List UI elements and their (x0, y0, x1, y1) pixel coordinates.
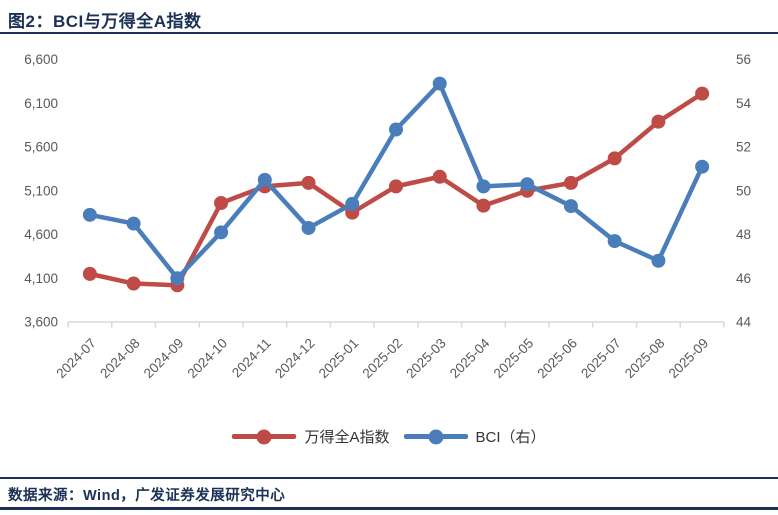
series-point (214, 225, 229, 240)
x-tick-label: 2025-02 (359, 336, 405, 382)
series-point (82, 207, 97, 222)
x-tick-label: 2024-11 (229, 336, 274, 381)
x-tick-label: 2024-08 (97, 336, 143, 382)
x-tick-label: 2025-01 (316, 336, 362, 382)
y-right-tick-label: 46 (736, 271, 751, 286)
x-tick-label: 2025-08 (622, 336, 668, 382)
x-tick-label: 2024-07 (53, 336, 99, 382)
y-left-tick-label: 3,600 (24, 315, 58, 330)
x-tick-label: 2025-03 (403, 336, 449, 382)
line-chart: 3,600 4,100 4,600 5,100 5,600 6,100 6,600 44 46 4… (24, 52, 752, 382)
legend-red-line-swatch (232, 429, 297, 444)
series-point (126, 276, 141, 291)
y-right-tick-label: 54 (736, 96, 752, 111)
series-point (651, 114, 666, 129)
series-point (651, 253, 666, 268)
chart-legend: 万得全A指数 BCI（右） (0, 426, 778, 447)
series-point (389, 122, 403, 137)
series-point (345, 196, 360, 211)
series-point (563, 175, 578, 190)
data-source-note: 数据来源：Wind，广发证券发展研究中心 (8, 488, 286, 504)
y-left-tick-label: 4,600 (24, 227, 58, 242)
series-point (432, 76, 447, 91)
y-right-tick-label: 52 (736, 140, 751, 155)
x-tick-label: 2025-05 (491, 336, 537, 382)
y-right-tick-label: 48 (736, 227, 751, 242)
series-point (476, 179, 491, 194)
x-tick-label: 2024-12 (272, 336, 318, 382)
y-right-tick-label: 56 (736, 52, 751, 67)
figure-title: 图2：BCI与万得全A指数 (8, 12, 202, 31)
series-point (82, 266, 97, 281)
y-left-tick-label: 6,100 (24, 96, 58, 111)
x-tick-label: 2025-06 (534, 336, 580, 382)
legend-item-wind-all-a: 万得全A指数 (232, 426, 390, 447)
series-point (607, 234, 622, 249)
y-left-tick-label: 5,100 (24, 183, 58, 198)
series-point (257, 172, 272, 187)
y-left-tick-label: 5,600 (24, 140, 58, 155)
series-point (563, 199, 578, 214)
legend-blue-line-swatch (403, 429, 468, 444)
legend-item-bci: BCI（右） (403, 426, 546, 447)
y-left-tick-label: 6,600 (24, 52, 58, 67)
y-right-tick-label: 44 (736, 315, 752, 330)
footer-divider-top (0, 477, 778, 479)
x-tick-label: 2024-10 (185, 336, 231, 382)
series-point (432, 169, 447, 184)
series-point (214, 196, 229, 210)
series-point (301, 220, 316, 235)
x-tick-label: 2025-09 (666, 336, 712, 382)
y-right-tick-label: 50 (736, 183, 751, 198)
legend-label: BCI（右） (475, 429, 546, 446)
series-point (695, 86, 710, 101)
series-point (695, 159, 710, 174)
x-tick-label: 2025-07 (578, 336, 624, 382)
x-tick-label: 2025-04 (447, 335, 493, 381)
series-point (126, 216, 141, 231)
y-left-tick-label: 4,100 (24, 271, 58, 286)
series-point (607, 151, 622, 166)
series-point (520, 177, 535, 192)
x-tick-label: 2024-09 (141, 336, 187, 382)
title-divider (0, 32, 778, 34)
series-point (476, 198, 491, 213)
footer-divider-bottom (0, 507, 778, 510)
legend-label: 万得全A指数 (304, 429, 390, 446)
series-point (389, 179, 403, 194)
series-point (170, 271, 185, 286)
series-point (301, 175, 316, 190)
